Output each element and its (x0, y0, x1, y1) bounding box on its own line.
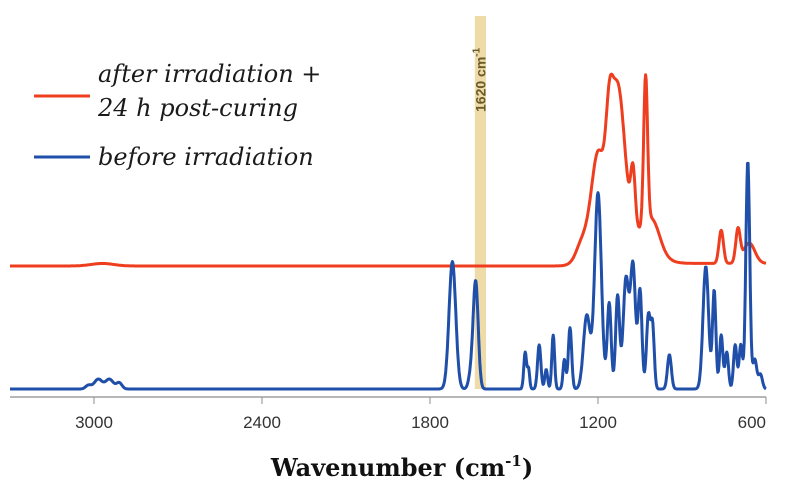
x-tick-label: 3000 (75, 413, 113, 432)
highlight-band-label: 1620 cm-1 (471, 47, 488, 112)
x-tick-label: 1200 (579, 413, 617, 432)
x-axis-ticks: 3000 2400 1800 1200 600 (75, 397, 767, 432)
series-line-after-irradiation (9, 72, 767, 268)
legend-label-after-irradiation-line1: after irradiation + (98, 60, 321, 88)
x-axis-title: Wavenumber (cm-1) (270, 452, 533, 482)
legend: after irradiation + 24 h post-curing bef… (34, 60, 321, 171)
legend-label-after-irradiation-line2: 24 h post-curing (97, 94, 298, 122)
legend-label-before-irradiation: before irradiation (98, 143, 314, 171)
highlight-band-1620: 1620 cm-1 (471, 16, 488, 389)
highlight-band-rect (474, 16, 486, 389)
x-tick-label: 600 (738, 413, 766, 432)
x-tick-label: 1800 (411, 413, 449, 432)
series-line-before-irradiation (9, 161, 767, 391)
x-tick-label: 2400 (243, 413, 281, 432)
